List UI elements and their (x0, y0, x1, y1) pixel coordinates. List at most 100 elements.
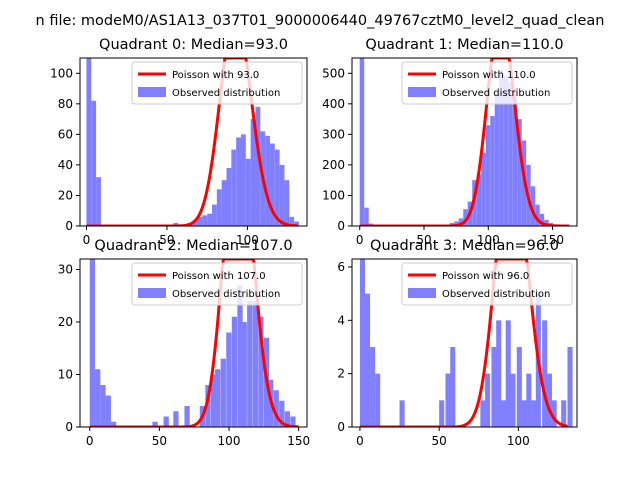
hist-bar (364, 293, 371, 427)
poisson-curve (359, 58, 570, 226)
hist-bar (375, 373, 381, 427)
hist-bar (567, 347, 573, 427)
axes-frame (351, 258, 578, 428)
axes-frame (79, 57, 308, 227)
hist-bar (399, 400, 405, 427)
x-tick-label: 100 (236, 233, 259, 247)
legend-bar-swatch (408, 288, 436, 298)
x-tick-label: 0 (83, 233, 91, 247)
x-tick-label: 100 (218, 434, 241, 448)
legend: Poisson with 110.0 Observed distribution (401, 61, 573, 105)
x-tick-label: 50 (159, 233, 174, 247)
hist-bar (561, 400, 567, 427)
legend-label-observed: Observed distribution (172, 88, 280, 99)
legend-bar-swatch (138, 87, 166, 97)
y-tick-label: 400 (322, 97, 345, 111)
hist-bar (226, 332, 232, 427)
legend-label-observed: Observed distribution (172, 289, 280, 300)
hist-bar (505, 320, 511, 427)
hist-bar (359, 259, 365, 427)
hist-bar (290, 416, 296, 427)
y-tick-label: 20 (58, 315, 73, 329)
legend-label-observed: Observed distribution (442, 88, 550, 99)
hist-bar (226, 167, 232, 226)
hist-bar (241, 322, 247, 427)
plot-area (89, 259, 299, 427)
axes-frame (351, 57, 578, 227)
hist-bar (284, 180, 290, 226)
hist-bar (517, 119, 522, 226)
chart-panel-3: 0 50 100 0 2 4 6 Quadrant 3: Median=96.0 Poisson… (337, 238, 578, 448)
hist-bar (231, 316, 238, 427)
chart-title: Quadrant 0: Median=93.0 (99, 37, 288, 53)
hist-bar (526, 373, 532, 427)
legend-bar-swatch (408, 87, 436, 97)
hist-bar (231, 149, 237, 226)
hist-bar (546, 373, 552, 427)
hist-bar (510, 373, 516, 427)
hist-bar (89, 259, 96, 427)
hist-bar (274, 149, 280, 226)
hist-bar (192, 219, 198, 226)
legend: Poisson with 93.0 Observed distribution (131, 61, 303, 105)
y-tick-label: 0 (65, 219, 73, 233)
hist-bar (370, 347, 376, 427)
hist-bar (91, 100, 97, 226)
hist-bar (284, 411, 291, 427)
hist-bar (500, 400, 507, 427)
x-tick-label: 150 (287, 434, 310, 448)
hist-bar (265, 135, 270, 226)
legend-label-poisson: Poisson with 107.0 (172, 271, 266, 282)
hist-bar (205, 385, 211, 427)
legend-label-poisson: Poisson with 110.0 (442, 70, 536, 81)
chart-title: Quadrant 1: Median=110.0 (365, 37, 563, 53)
hist-bar (279, 164, 285, 226)
chart-panel-2: 0 50 100 150 0 10 20 30 Quadrant 2: Median=107.0… (58, 238, 310, 448)
hist-bar (439, 400, 445, 427)
legend-box (401, 61, 573, 105)
y-tick-label: 20 (58, 188, 73, 202)
hist-bar (110, 421, 117, 427)
chart-panel-1: 0 50 100 150 0 100 200 300 400 500 Quadrant 1: Med… (322, 37, 578, 247)
y-tick-label: 2 (337, 367, 345, 381)
y-tick-label: 6 (337, 260, 345, 274)
hist-bar (480, 400, 486, 427)
y-tick-label: 300 (322, 127, 345, 141)
x-tick-label: 0 (356, 233, 364, 247)
y-tick-label: 0 (337, 420, 345, 434)
y-tick-label: 80 (58, 97, 73, 111)
chart-title: Quadrant 2: Median=107.0 (94, 238, 292, 254)
y-tick-label: 0 (337, 219, 345, 233)
axes-frame (79, 258, 308, 428)
y-tick-label: 30 (58, 263, 73, 277)
hist-bar (454, 221, 459, 226)
y-tick-label: 40 (58, 158, 73, 172)
hist-bar (221, 180, 227, 226)
hist-bar (458, 218, 464, 226)
hist-bar (216, 189, 222, 226)
hist-bar (463, 209, 468, 226)
legend: Poisson with 107.0 Observed distribution (131, 262, 303, 306)
y-tick-label: 100 (322, 188, 345, 202)
x-tick-label: 50 (432, 434, 447, 448)
hist-bar (86, 58, 92, 226)
hist-bar (255, 106, 261, 226)
hist-bar (481, 152, 486, 226)
hist-bar (359, 58, 365, 226)
hist-bar (279, 400, 285, 427)
hist-bar (220, 358, 226, 427)
hist-bar (294, 221, 299, 226)
legend-box (401, 262, 573, 306)
hist-bar (207, 213, 213, 226)
y-tick-label: 4 (337, 313, 345, 327)
legend-label-observed: Observed distribution (442, 289, 550, 300)
y-tick-label: 60 (58, 127, 73, 141)
hist-bar (215, 369, 221, 427)
hist-bar (236, 137, 241, 226)
x-tick-label: 150 (541, 233, 564, 247)
plot-area (359, 58, 570, 226)
hist-bar (252, 301, 258, 427)
hist-bar (491, 347, 497, 427)
plot-area (359, 259, 573, 427)
